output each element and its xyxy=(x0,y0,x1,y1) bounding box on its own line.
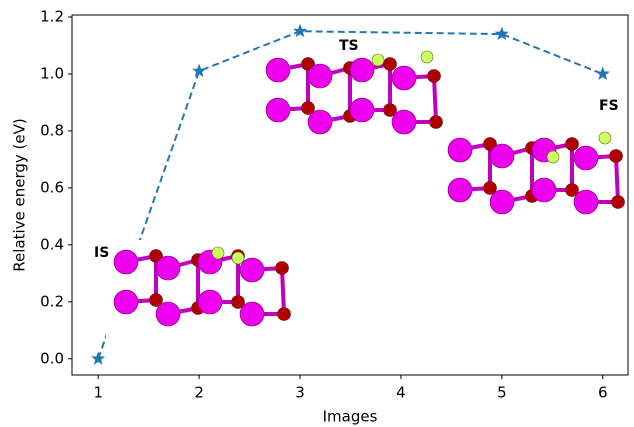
metal-atom xyxy=(448,138,472,162)
o-atom xyxy=(430,116,443,129)
metal-atom xyxy=(308,64,332,88)
annotation: TS xyxy=(339,38,359,54)
metal-atom xyxy=(114,250,138,274)
x-tick-label: 1 xyxy=(93,384,103,402)
metal-atom xyxy=(240,258,264,282)
y-tick-label: 0.8 xyxy=(40,121,64,139)
metal-atom xyxy=(532,178,556,202)
y-tick-label: 0.6 xyxy=(40,178,64,196)
y-tick-label: 1.0 xyxy=(40,64,64,82)
metal-atom xyxy=(156,302,180,326)
o-atom xyxy=(428,70,441,83)
structure-inset xyxy=(106,240,302,340)
x-tick-label: 4 xyxy=(396,384,406,402)
bond xyxy=(616,156,618,202)
y-axis-label: Relative energy (eV) xyxy=(11,118,29,272)
point-marker xyxy=(597,68,608,79)
metal-atom xyxy=(308,110,332,134)
metal-atom xyxy=(392,110,416,134)
x-axis-label: Images xyxy=(323,408,378,426)
x-tick-label: 6 xyxy=(598,384,608,402)
point-marker xyxy=(496,28,507,39)
h-atom xyxy=(421,51,433,63)
chart: IS TS FS Images Relative energy (eV) 0.0… xyxy=(0,0,634,427)
o-atom xyxy=(566,138,579,151)
o-atom xyxy=(276,262,289,275)
point-marker xyxy=(193,65,204,76)
metal-atom xyxy=(448,178,472,202)
metal-atom xyxy=(392,66,416,90)
o-atom xyxy=(384,58,397,71)
metal-atom xyxy=(350,58,374,82)
y-tick-label: 0.2 xyxy=(40,292,64,310)
metal-atom xyxy=(266,58,290,82)
x-tick-label: 5 xyxy=(497,384,507,402)
annotation: IS xyxy=(94,245,109,261)
x-tick-label: 3 xyxy=(295,384,305,402)
metal-atom xyxy=(490,190,514,214)
bond xyxy=(434,76,436,122)
bond xyxy=(282,268,284,314)
metal-atom xyxy=(198,290,222,314)
y-tick-label: 0.4 xyxy=(40,235,64,253)
h-atom xyxy=(372,54,384,66)
y-tick-label: 0.0 xyxy=(40,349,64,367)
point-marker xyxy=(93,353,104,364)
metal-atom xyxy=(574,190,598,214)
metal-atom xyxy=(350,98,374,122)
annotation: FS xyxy=(599,98,619,114)
o-atom xyxy=(612,196,625,209)
metal-atom xyxy=(156,256,180,280)
metal-atom xyxy=(266,98,290,122)
h-atom xyxy=(599,132,611,144)
h-atom xyxy=(212,247,224,259)
y-tick-label: 1.2 xyxy=(40,7,64,25)
metal-atom xyxy=(240,302,264,326)
structure-insets xyxy=(106,48,634,340)
o-atom xyxy=(278,308,291,321)
structure-inset xyxy=(258,48,444,156)
point-marker xyxy=(294,25,305,36)
h-atom xyxy=(232,252,244,264)
metal-atom xyxy=(490,144,514,168)
metal-atom xyxy=(114,290,138,314)
structure-inset xyxy=(440,128,634,238)
o-atom xyxy=(610,150,623,163)
h-atom xyxy=(547,151,559,163)
metal-atom xyxy=(574,146,598,170)
x-tick-label: 2 xyxy=(194,384,204,402)
